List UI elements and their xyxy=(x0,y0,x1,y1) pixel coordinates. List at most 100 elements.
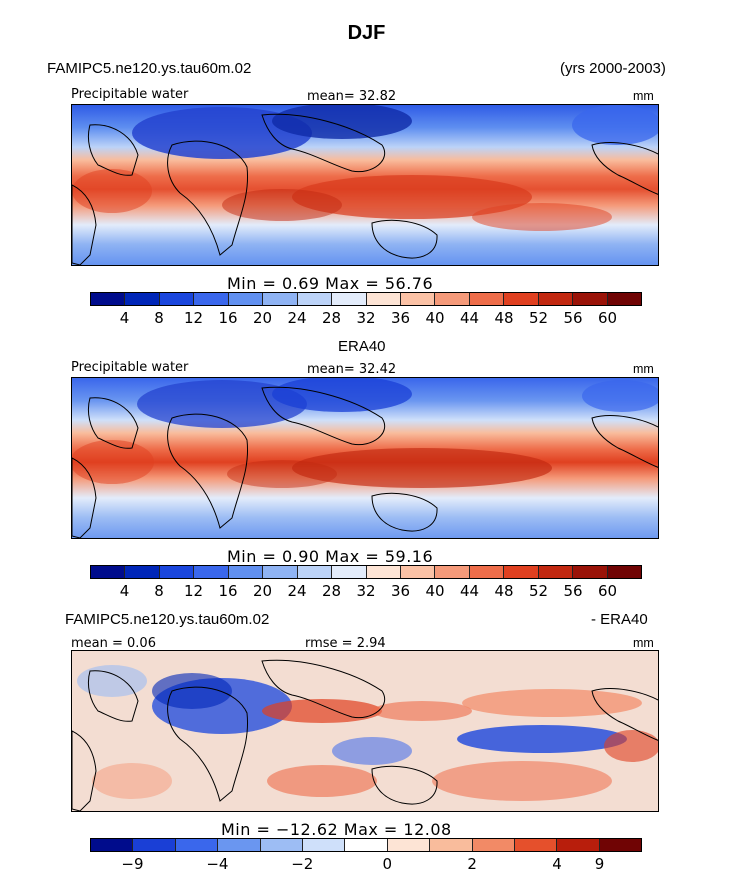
colorbar-tick-label: 48 xyxy=(494,582,514,600)
colorbar-tick-label: 24 xyxy=(287,582,307,600)
colorbar-tick-label: 12 xyxy=(183,309,204,327)
panel3-rmse: rmse = 2.94 xyxy=(305,636,386,651)
colorbar-swatch xyxy=(159,566,195,578)
panel2-units: mm xyxy=(633,362,654,376)
colorbar-tick-label: 56 xyxy=(563,309,583,327)
figure-title: DJF xyxy=(347,22,386,44)
colorbar-swatch xyxy=(387,839,431,851)
colorbar-swatch xyxy=(504,566,539,578)
colorbar-swatch xyxy=(607,566,641,578)
colorbar-tick-label: 52 xyxy=(528,582,549,600)
colorbar-swatch xyxy=(400,566,436,578)
panel1-units: mm xyxy=(633,89,654,103)
colorbar-swatch xyxy=(573,566,608,578)
colorbar-swatch xyxy=(91,566,126,578)
colorbar-tick-label: 36 xyxy=(390,309,411,327)
colorbar-tick-label: 16 xyxy=(218,582,238,600)
colorbar-tick-label: 0 xyxy=(382,855,392,873)
colorbar-tick-label: 24 xyxy=(287,309,307,327)
colorbar-swatch xyxy=(332,293,367,305)
colorbar-tick-label: 60 xyxy=(597,309,618,327)
panel3-map xyxy=(71,650,659,812)
colorbar-swatch xyxy=(332,566,367,578)
colorbar-swatch xyxy=(133,839,176,851)
colorbar-swatch xyxy=(228,566,264,578)
panel1-minmax: Min = 0.69 Max = 56.76 xyxy=(227,274,434,293)
colorbar-tick-label: 56 xyxy=(563,582,583,600)
colorbar-tick-label: 60 xyxy=(597,582,618,600)
colorbar-swatch xyxy=(366,566,401,578)
colorbar-tick-label: 52 xyxy=(528,309,549,327)
panel3-minus-label: - ERA40 xyxy=(591,611,648,628)
colorbar-swatch xyxy=(297,293,333,305)
colorbar-tick-label: −2 xyxy=(291,855,314,873)
panel1-map xyxy=(71,104,659,266)
colorbar-swatch xyxy=(125,566,160,578)
colorbar-swatch xyxy=(91,839,134,851)
colorbar-tick-label: 36 xyxy=(390,582,411,600)
colorbar-swatch xyxy=(557,839,600,851)
colorbar-swatch xyxy=(218,839,261,851)
colorbar-swatch xyxy=(607,293,641,305)
colorbar-tick-label: 4 xyxy=(119,582,130,600)
panel3-case-name: FAMIPC5.ne120.ys.tau60m.02 xyxy=(65,611,270,628)
colorbar-swatch xyxy=(430,839,473,851)
colorbar-swatch xyxy=(435,293,470,305)
colorbar-swatch xyxy=(228,293,264,305)
colorbar-swatch xyxy=(400,293,436,305)
panel2-mean: mean= 32.42 xyxy=(307,362,397,377)
panel2-colorbar xyxy=(90,565,642,579)
colorbar-swatch xyxy=(194,566,229,578)
colorbar-tick-label: 44 xyxy=(459,309,480,327)
panel2-case-name: ERA40 xyxy=(338,338,386,355)
panel3-colorbar xyxy=(90,838,642,852)
colorbar-tick-label: 12 xyxy=(183,582,204,600)
colorbar-swatch xyxy=(504,293,539,305)
panel1-colorbar-ticks: 4 8 12 16 20 24 28 32 36 40 44 48 52 56 60 xyxy=(90,309,642,327)
colorbar-swatch xyxy=(514,839,558,851)
colorbar-swatch xyxy=(435,566,470,578)
colorbar-swatch xyxy=(297,566,333,578)
colorbar-tick-label: −9 xyxy=(121,855,144,873)
colorbar-swatch xyxy=(263,293,298,305)
colorbar-swatch xyxy=(159,293,195,305)
colorbar-swatch xyxy=(538,293,574,305)
panel2-minmax: Min = 0.90 Max = 59.16 xyxy=(227,547,434,566)
panel1-case-name: FAMIPC5.ne120.ys.tau60m.02 xyxy=(47,60,252,77)
panel2-colorbar-ticks: 4 8 12 16 20 24 28 32 36 40 44 48 52 56 60 xyxy=(90,582,642,600)
colorbar-swatch xyxy=(599,839,642,851)
panel2-map xyxy=(71,377,659,539)
colorbar-tick-label: 40 xyxy=(425,582,445,600)
colorbar-swatch xyxy=(538,566,574,578)
panel3-minmax: Min = −12.62 Max = 12.08 xyxy=(221,820,452,839)
colorbar-swatch xyxy=(366,293,401,305)
colorbar-swatch xyxy=(302,839,346,851)
colorbar-tick-label: 8 xyxy=(154,582,164,600)
colorbar-swatch xyxy=(194,293,229,305)
colorbar-tick-label: 32 xyxy=(356,582,376,600)
colorbar-swatch xyxy=(260,839,303,851)
colorbar-tick-label: −4 xyxy=(206,855,229,873)
colorbar-tick-label: 40 xyxy=(425,309,445,327)
panel1-mean: mean= 32.82 xyxy=(307,89,397,104)
colorbar-tick-label: 4 xyxy=(119,309,130,327)
panel1-colorbar xyxy=(90,292,642,306)
colorbar-tick-label: 20 xyxy=(252,582,273,600)
colorbar-tick-label: 8 xyxy=(154,309,164,327)
panel3-colorbar-ticks: −9 −4 −2 0 2 4 9 xyxy=(90,855,642,873)
colorbar-tick-label: 48 xyxy=(494,309,514,327)
colorbar-swatch xyxy=(125,293,160,305)
colorbar-swatch xyxy=(345,839,388,851)
colorbar-tick-label: 16 xyxy=(218,309,238,327)
colorbar-swatch xyxy=(175,839,219,851)
colorbar-tick-label: 28 xyxy=(321,309,342,327)
colorbar-swatch xyxy=(472,839,515,851)
colorbar-tick-label: 9 xyxy=(594,855,605,873)
colorbar-tick-label: 2 xyxy=(467,855,477,873)
panel2-field-label: Precipitable water xyxy=(71,360,189,375)
colorbar-swatch xyxy=(469,293,505,305)
colorbar-swatch xyxy=(573,293,608,305)
colorbar-swatch xyxy=(91,293,126,305)
colorbar-tick-label: 4 xyxy=(552,855,562,873)
colorbar-swatch xyxy=(263,566,298,578)
